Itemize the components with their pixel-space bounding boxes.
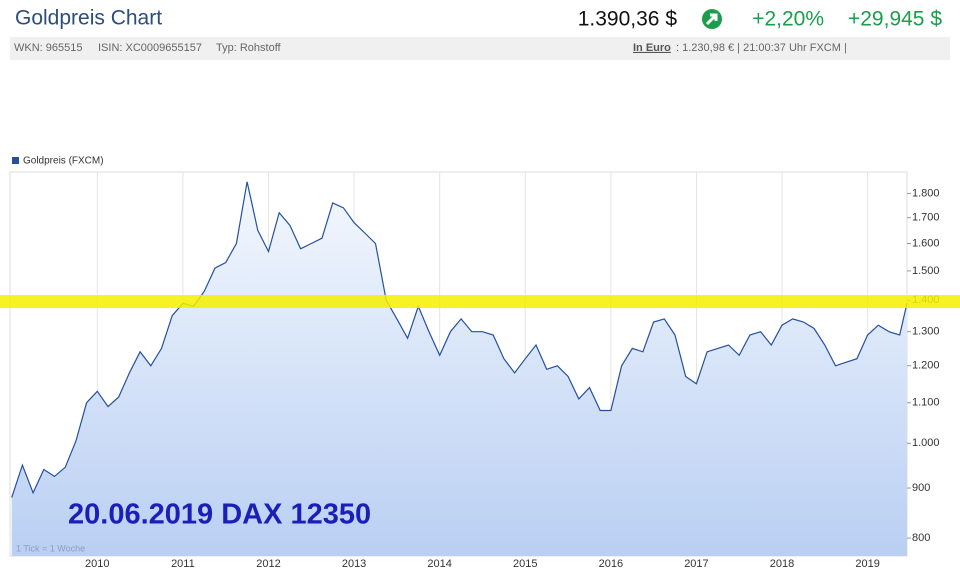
typ: Typ: Rohstoff (216, 42, 282, 54)
x-tick-label: 2012 (256, 558, 280, 570)
x-tick-label: 2010 (85, 558, 109, 570)
x-tick-label: 2018 (770, 558, 794, 570)
y-tick-label: 1.500 (912, 265, 940, 277)
y-tick-label: 800 (912, 532, 930, 544)
y-tick-label: 1.700 (912, 212, 940, 224)
y-tick-label: 1.000 (912, 437, 940, 449)
x-tick-label: 2017 (684, 558, 708, 570)
legend-swatch (12, 157, 19, 164)
x-tick-label: 2015 (513, 558, 537, 570)
x-tick-label: 2016 (599, 558, 623, 570)
wkn: WKN: 965515 (14, 42, 82, 54)
x-tick-label: 2013 (342, 558, 366, 570)
y-tick-label: 1.100 (912, 397, 940, 409)
chart: 8009001.0001.1001.2001.3001.4001.5001.60… (0, 156, 960, 570)
change-abs: +29,945 $ (848, 8, 942, 31)
y-tick-label: 1.200 (912, 360, 940, 372)
isin: ISIN: XC0009655157 (98, 42, 202, 54)
up-arrow (705, 13, 718, 26)
annotation: 1 Tick = 1 Woche (16, 543, 85, 553)
y-tick-label: 1.600 (912, 237, 940, 249)
legend-label: Goldpreis (FXCM) (23, 156, 104, 167)
x-tick-label: 2014 (427, 558, 451, 570)
y-tick-label: 1.800 (912, 187, 940, 199)
annotation: 20.06.2019 DAX 12350 (68, 499, 371, 531)
y-tick-label: 1.300 (912, 326, 940, 338)
highlight (0, 295, 960, 308)
info-bar (10, 37, 950, 60)
y-tick-label: 900 (912, 482, 930, 494)
x-tick-label: 2019 (855, 558, 879, 570)
page-title: Goldpreis Chart (15, 7, 162, 30)
x-tick-label: 2011 (171, 558, 195, 570)
line (11, 181, 908, 498)
euro-info: : 1.230,98 € | 21:00:37 Uhr FXCM | (676, 42, 847, 54)
area (11, 181, 907, 557)
price: 1.390,36 $ (578, 8, 678, 31)
change-pct: +2,20% (752, 8, 824, 31)
euro-label[interactable]: In Euro (633, 42, 671, 54)
